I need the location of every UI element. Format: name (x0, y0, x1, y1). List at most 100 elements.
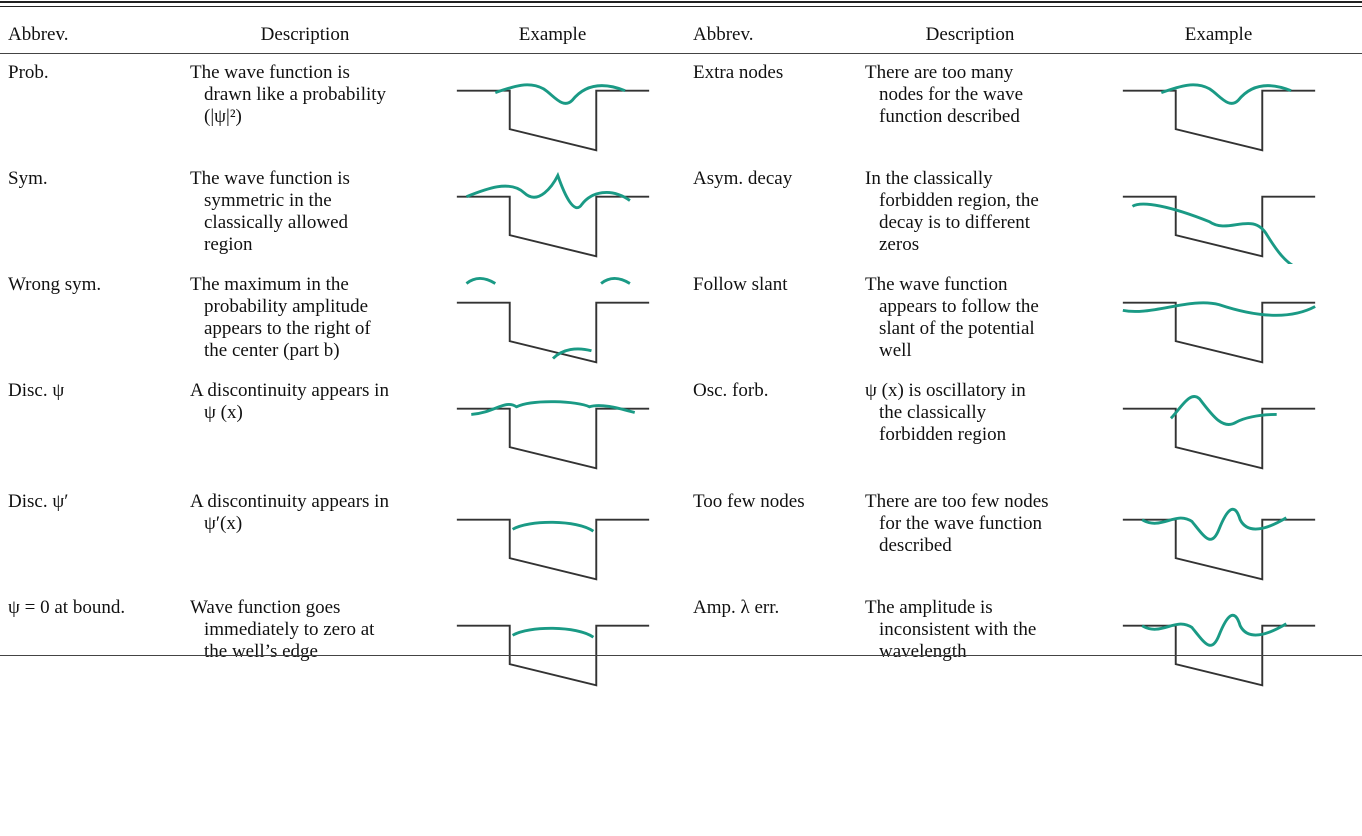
example-sketch (1119, 164, 1319, 264)
description: The maximum in the probability amplitude… (190, 274, 420, 362)
example-sketch (1119, 376, 1319, 476)
table-row: Disc. ψ′ A discontinuity appears in ψ′(x)… (0, 487, 1362, 593)
description-cell: ψ (x) is oscillatory in the classically … (865, 376, 1075, 487)
abbreviation-cell: Disc. ψ′ (0, 487, 190, 593)
description-cell: The amplitude is inconsistent with the w… (865, 593, 1075, 699)
example-cell (1075, 593, 1362, 699)
abbreviation-cell: Wrong sym. (0, 270, 190, 376)
example-sketch (1119, 58, 1319, 158)
abbreviation-cell: Extra nodes (685, 58, 865, 164)
wave-function (512, 628, 593, 637)
abbreviation-cell: Osc. forb. (685, 376, 865, 487)
abbreviation: Amp. λ err. (693, 597, 853, 619)
description-cell: A discontinuity appears in ψ (x) (190, 376, 420, 487)
table-row: ψ = 0 at bound. Wave function goes immedi… (0, 593, 1362, 699)
description-cell: A discontinuity appears in ψ′(x) (190, 487, 420, 593)
table-body: Prob. The wave function is drawn like a p… (0, 58, 1362, 699)
table-row: Sym.The wave function is symmetric in th… (0, 164, 1362, 270)
wave-function (471, 402, 634, 415)
column-header: Abbrev. (0, 18, 190, 58)
description: The wave function is symmetric in the cl… (190, 168, 420, 256)
example-sketch (453, 593, 653, 693)
description: ψ (x) is oscillatory in the classically … (865, 380, 1075, 446)
column-header: Abbrev. (685, 18, 865, 58)
wave-function (466, 176, 629, 208)
wave-function (1142, 509, 1286, 539)
example-cell (1075, 164, 1362, 270)
description: A discontinuity appears in ψ (x) (190, 380, 420, 424)
example-cell (420, 487, 685, 593)
table-row: Prob. The wave function is drawn like a p… (0, 58, 1362, 164)
table-row: Disc. ψ A discontinuity appears in ψ (x) O… (0, 376, 1362, 487)
abbreviation-cell: Too few nodes (685, 487, 865, 593)
abbreviation: Osc. forb. (693, 380, 853, 402)
column-header: Description (190, 18, 420, 58)
abbreviation-cell: Asym. decay (685, 164, 865, 270)
abbreviation-cell: ψ = 0 at bound. (0, 593, 190, 699)
example-sketch (1119, 487, 1319, 587)
wave-function (1122, 303, 1314, 316)
column-header: Example (1075, 18, 1362, 58)
example-cell (420, 164, 685, 270)
description-cell: The wave function is symmetric in the cl… (190, 164, 420, 270)
abbreviation-cell: Disc. ψ (0, 376, 190, 487)
wave-function (495, 85, 625, 104)
description-cell: The wave function appears to follow the … (865, 270, 1075, 376)
potential-well (1122, 303, 1314, 363)
example-cell (420, 376, 685, 487)
example-cell (1075, 58, 1362, 164)
abbreviation-cell: Prob. (0, 58, 190, 164)
description: A discontinuity appears in ψ′(x) (190, 491, 420, 535)
column-header: Description (865, 18, 1075, 58)
example-sketch (1119, 593, 1319, 693)
abbreviation: Prob. (8, 62, 178, 84)
abbreviation: Wrong sym. (8, 274, 178, 296)
description: The amplitude is inconsistent with the w… (865, 597, 1075, 663)
abbreviation: Follow slant (693, 274, 853, 296)
description: Wave function goes immediately to zero a… (190, 597, 420, 663)
example-cell (420, 270, 685, 376)
description: There are too few nodes for the wave fun… (865, 491, 1075, 557)
abbreviation-cell: Sym. (0, 164, 190, 270)
wave-function (1142, 615, 1286, 645)
wave-function (1132, 204, 1297, 264)
top-rule (0, 6, 1362, 7)
example-sketch (453, 376, 653, 476)
description: The wave function is drawn like a probab… (190, 62, 420, 128)
column-header: Example (420, 18, 685, 58)
description: There are too many nodes for the wave fu… (865, 62, 1075, 128)
example-cell (1075, 270, 1362, 376)
example-sketch (1119, 270, 1319, 370)
potential-well (1122, 91, 1314, 151)
potential-well (456, 303, 648, 363)
abbreviation: Extra nodes (693, 62, 853, 84)
example-cell (1075, 487, 1362, 593)
description-cell: There are too many nodes for the wave fu… (865, 58, 1075, 164)
example-cell (420, 593, 685, 699)
wave-function (601, 278, 630, 283)
abbreviation: Disc. ψ (8, 380, 178, 402)
example-sketch (453, 270, 653, 370)
potential-well (456, 520, 648, 580)
example-sketch (453, 164, 653, 264)
abbreviation: Disc. ψ′ (8, 491, 178, 513)
wave-function (512, 522, 593, 531)
potential-well (456, 409, 648, 469)
description: The wave function appears to follow the … (865, 274, 1075, 362)
description-cell: There are too few nodes for the wave fun… (865, 487, 1075, 593)
example-sketch (453, 58, 653, 158)
wave-function (1170, 396, 1276, 424)
table-row: Wrong sym. The maximum in the probability… (0, 270, 1362, 376)
description-cell: The wave function is drawn like a probab… (190, 58, 420, 164)
top-rule (0, 1, 1362, 3)
example-cell (1075, 376, 1362, 487)
wave-function (1161, 85, 1291, 104)
abbreviation: Asym. decay (693, 168, 853, 190)
potential-well (456, 197, 648, 257)
description: In the classically forbidden region, the… (865, 168, 1075, 256)
example-sketch (453, 487, 653, 587)
abbreviation: ψ = 0 at bound. (8, 597, 178, 619)
abbreviation-cell: Follow slant (685, 270, 865, 376)
